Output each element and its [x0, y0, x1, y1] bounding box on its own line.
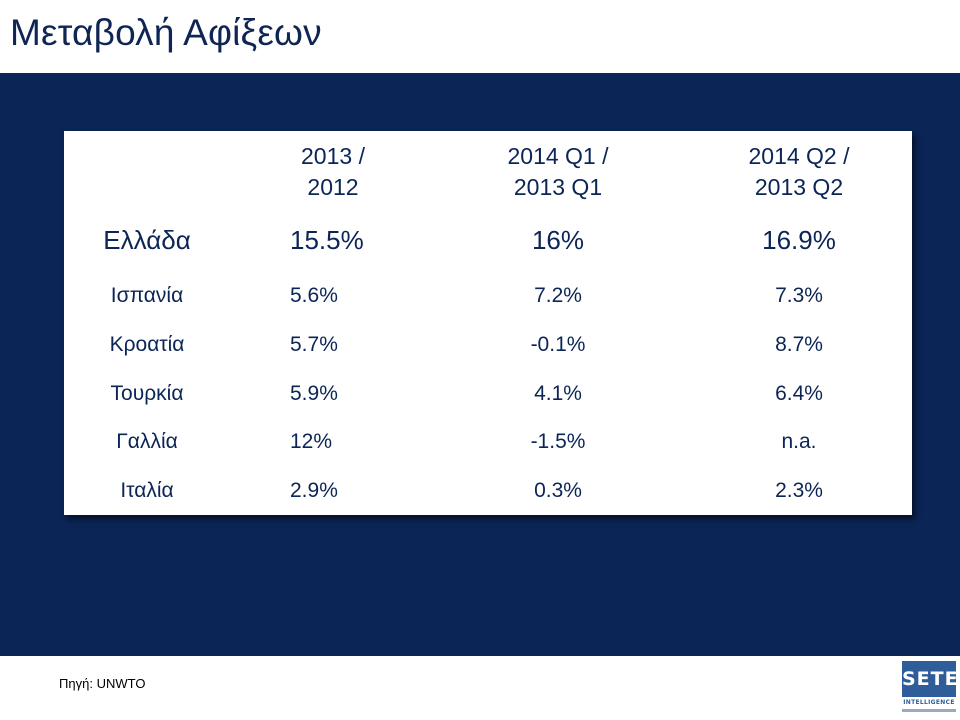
- row-country: Τουρκία: [110, 382, 184, 405]
- table-row-greece: Ελλάδα 15.5% 16% 16.9%: [64, 220, 912, 260]
- row-country: Γαλλία: [116, 430, 178, 453]
- row-value-2014q2: 16.9%: [762, 225, 836, 255]
- row-value-2014q1: -0.1%: [530, 333, 586, 356]
- row-value-2013: 12%: [290, 430, 333, 453]
- table-row-spain: Ισπανία 5.6% 7.2% 7.3%: [64, 276, 912, 316]
- row-country: Κροατία: [109, 333, 185, 356]
- column-header-2013-2012: 2013 / 2012: [301, 143, 365, 200]
- growth-table-panel: 2013 / 2012 2014 Q1 / 2013 Q1 2014 Q2 / …: [64, 131, 912, 515]
- page-title: Μεταβολή Αφίξεων: [10, 12, 322, 53]
- row-value-2014q2: n.a.: [781, 430, 817, 453]
- row-value-2014q1: 16%: [531, 225, 585, 255]
- sete-logo-subtitle: INTELLIGENCE: [903, 699, 955, 706]
- table-row-france: Γαλλία 12% -1.5% n.a.: [64, 422, 912, 462]
- table-row-croatia: Κροατία 5.7% -0.1% 8.7%: [64, 325, 912, 365]
- row-value-2014q1: 4.1%: [534, 382, 582, 405]
- row-value-2014q2: 6.4%: [775, 382, 823, 405]
- row-value-2014q1: 7.2%: [534, 284, 582, 307]
- row-value-2013: 5.6%: [290, 284, 338, 307]
- row-country: Ελλάδα: [103, 225, 191, 255]
- row-value-2013: 5.7%: [290, 333, 338, 356]
- row-value-2014q2: 7.3%: [775, 284, 823, 307]
- table-row-turkey: Τουρκία 5.9% 4.1% 6.4%: [64, 374, 912, 414]
- row-country: Ισπανία: [110, 284, 184, 307]
- row-value-2014q1: -1.5%: [530, 430, 586, 453]
- row-value-2014q2: 8.7%: [775, 333, 823, 356]
- column-header-2014q1-2013q1: 2014 Q1 / 2013 Q1: [507, 143, 609, 200]
- sete-logo: SETE INTELLIGENCE: [902, 661, 958, 717]
- row-value-2013: 5.9%: [290, 382, 338, 405]
- table-row-italy: Ιταλία 2.9% 0.3% 2.3%: [64, 471, 912, 511]
- row-country: Ιταλία: [120, 479, 174, 502]
- source-note: Πηγή: UNWTO: [59, 676, 146, 691]
- sete-logo-underline: [902, 709, 956, 712]
- row-value-2014q1: 0.3%: [534, 479, 582, 502]
- column-header-2014q2-2013q2: 2014 Q2 / 2013 Q2: [748, 143, 850, 200]
- row-value-2014q2: 2.3%: [775, 479, 823, 502]
- sete-logo-mark: SETE: [902, 661, 958, 697]
- row-value-2013: 15.5%: [290, 225, 364, 255]
- row-value-2013: 2.9%: [290, 479, 338, 502]
